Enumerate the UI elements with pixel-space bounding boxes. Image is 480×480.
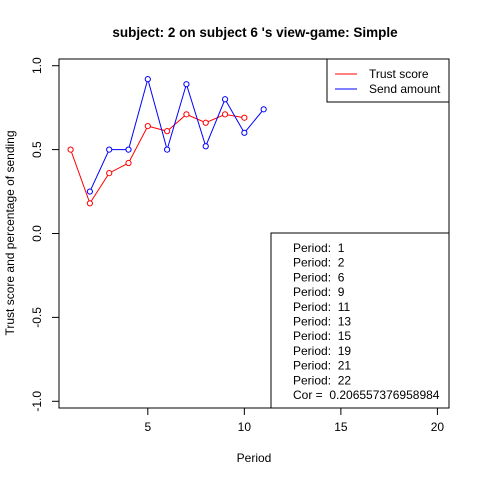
x-axis: 5 10 15 20 — [144, 408, 444, 434]
data-point-trust-score — [107, 170, 112, 175]
chart-title: subject: 2 on subject 6 's view-game: Si… — [112, 25, 398, 40]
series-line-send-amount — [90, 79, 264, 191]
x-tick-label: 5 — [144, 420, 151, 434]
data-point-send-amount — [126, 147, 131, 152]
data-point-send-amount — [203, 144, 208, 149]
y-tick-label: -1.0 — [30, 391, 44, 412]
x-tick-label: 20 — [431, 420, 445, 434]
legend-label-send-amount: Send amount — [369, 82, 441, 96]
info-line: Period: 9 — [293, 285, 345, 299]
data-point-trust-score — [222, 112, 227, 117]
data-point-trust-score — [126, 160, 131, 165]
data-point-send-amount — [107, 147, 112, 152]
y-axis-title: Trust score and percentage of sending — [3, 130, 17, 335]
data-point-trust-score — [68, 147, 73, 152]
data-point-send-amount — [165, 147, 170, 152]
data-point-send-amount — [242, 130, 247, 135]
x-tick-label: 15 — [334, 420, 348, 434]
data-point-trust-score — [242, 115, 247, 120]
x-axis-title: Period — [237, 451, 272, 465]
info-line: Period: 6 — [293, 270, 345, 284]
data-point-send-amount — [87, 189, 92, 194]
series-line-trust-score — [71, 114, 245, 203]
y-tick-label: 0.0 — [30, 225, 44, 242]
data-point-send-amount — [145, 77, 150, 82]
data-point-send-amount — [261, 107, 266, 112]
y-tick-label: -0.5 — [30, 307, 44, 328]
info-line: Cor = 0.206557376958984 — [293, 388, 440, 402]
info-line: Period: 19 — [293, 344, 351, 358]
data-point-send-amount — [184, 82, 189, 87]
legend-label-trust-score: Trust score — [369, 67, 429, 81]
data-point-trust-score — [145, 124, 150, 129]
data-point-trust-score — [87, 201, 92, 206]
y-tick-label: 1.0 — [30, 57, 44, 74]
info-line: Period: 15 — [293, 329, 351, 343]
data-point-trust-score — [184, 112, 189, 117]
info-line: Period: 22 — [293, 373, 351, 387]
series-layer — [68, 77, 266, 206]
info-line: Period: 21 — [293, 359, 351, 373]
info-line: Period: 13 — [293, 315, 351, 329]
data-point-trust-score — [165, 129, 170, 134]
y-axis: -1.0 -0.5 0.0 0.5 1.0 — [30, 57, 59, 412]
y-tick-label: 0.5 — [30, 141, 44, 158]
x-tick-label: 10 — [238, 420, 252, 434]
legend: Trust score Send amount — [327, 59, 449, 102]
data-point-trust-score — [203, 120, 208, 125]
info-line: Period: 1 — [293, 241, 345, 255]
info-line: Period: 2 — [293, 256, 345, 270]
data-point-send-amount — [222, 97, 227, 102]
info-line: Period: 11 — [293, 300, 350, 314]
